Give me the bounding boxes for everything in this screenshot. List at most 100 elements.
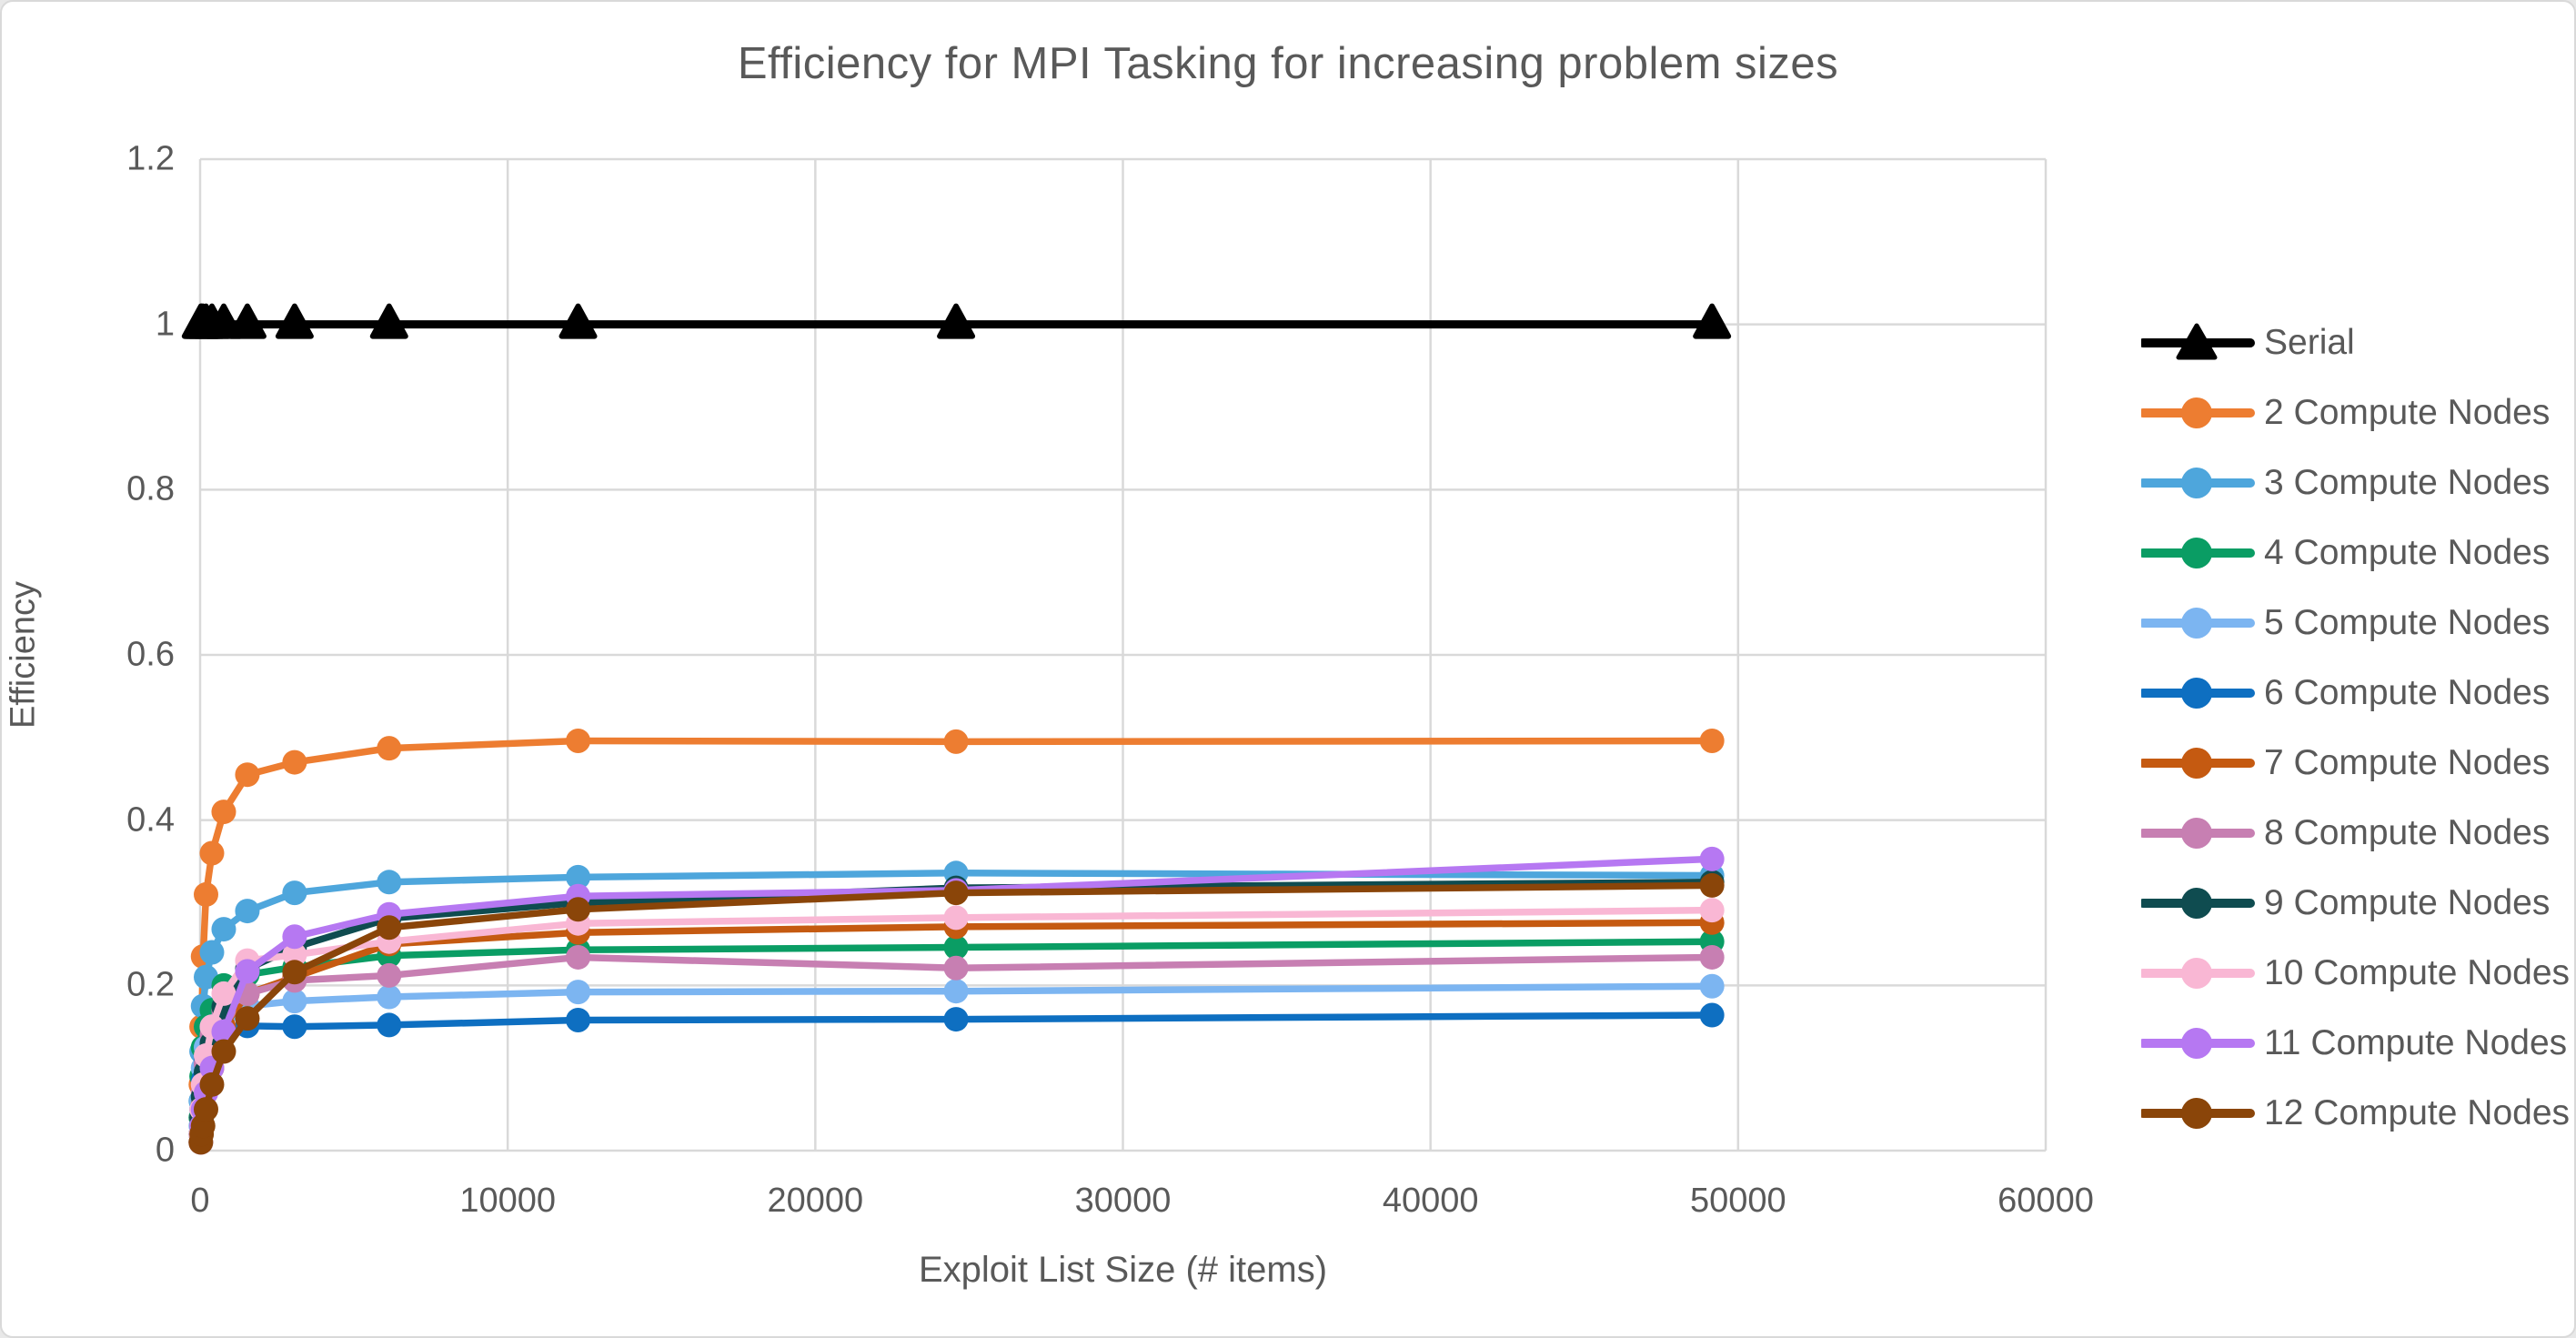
legend-marker-circle-icon (2141, 537, 2255, 568)
legend-marker-triangle-icon (2141, 323, 2255, 359)
legend-label: 5 Compute Nodes (2264, 602, 2551, 642)
data-point-circle (193, 1097, 218, 1122)
data-point-circle (1699, 728, 1725, 753)
data-point-circle (211, 800, 236, 825)
legend-marker-circle-icon (2141, 467, 2255, 498)
data-point-circle (235, 899, 260, 924)
legend-item-serial: Serial (2141, 307, 2570, 377)
x-tick-label: 50000 (1689, 1182, 1786, 1220)
data-point-circle (943, 729, 969, 754)
legend: Serial 2 Compute Nodes 3 Compute Nodes 4 Co… (2141, 307, 2570, 1148)
legend-label: 10 Compute Nodes (2264, 952, 2571, 992)
data-point-circle (1699, 846, 1725, 871)
series-line (197, 1011, 1716, 1138)
data-point-circle (943, 1007, 969, 1032)
data-point-circle (377, 984, 402, 1010)
x-axis-title: Exploit List Size (# items) (918, 1250, 1328, 1290)
gridlines (198, 157, 2048, 1152)
data-point-circle (566, 944, 591, 970)
data-series (181, 303, 1732, 1155)
legend-item-8-compute-nodes: 8 Compute Nodes (2141, 798, 2570, 868)
data-point-circle (235, 959, 260, 984)
data-point-circle (377, 915, 402, 941)
data-point-circle (566, 1007, 591, 1032)
y-tick-label: 0.6 (126, 635, 175, 674)
legend-item-2-compute-nodes: 2 Compute Nodes (2141, 377, 2570, 448)
legend-marker-circle-icon (2141, 607, 2255, 639)
y-tick-label: 0.8 (126, 469, 175, 508)
legend-item-3-compute-nodes: 3 Compute Nodes (2141, 448, 2570, 518)
data-point-circle (199, 940, 225, 965)
legend-label: 2 Compute Nodes (2264, 392, 2551, 432)
legend-label: Serial (2264, 322, 2355, 362)
data-point-triangle (558, 303, 598, 339)
data-point-circle (282, 960, 307, 985)
legend-label: 12 Compute Nodes (2264, 1092, 2571, 1132)
legend-item-6-compute-nodes: 6 Compute Nodes (2141, 658, 2570, 728)
legend-item-10-compute-nodes: 10 Compute Nodes (2141, 938, 2570, 1008)
x-tick-label: 20000 (767, 1182, 864, 1220)
data-point-circle (943, 935, 969, 961)
data-point-triangle (1693, 303, 1732, 339)
x-tick-label: 0 (190, 1182, 210, 1220)
data-point-circle (235, 762, 260, 788)
legend-marker-circle-icon (2141, 1097, 2255, 1129)
legend-marker-circle-icon (2141, 397, 2255, 428)
legend-label: 11 Compute Nodes (2264, 1022, 2568, 1062)
data-point-circle (1699, 898, 1725, 923)
y-tick-label: 0.2 (126, 965, 175, 1004)
legend-marker-circle-icon (2141, 677, 2255, 709)
legend-item-12-compute-nodes: 12 Compute Nodes (2141, 1078, 2570, 1148)
legend-marker-circle-icon (2141, 817, 2255, 849)
data-point-circle (377, 962, 402, 988)
legend-item-7-compute-nodes: 7 Compute Nodes (2141, 728, 2570, 798)
legend-label: 9 Compute Nodes (2264, 882, 2551, 922)
data-point-triangle (275, 303, 314, 339)
data-point-circle (943, 979, 969, 1004)
legend-item-11-compute-nodes: 11 Compute Nodes (2141, 1008, 2570, 1078)
x-tick-label: 60000 (1997, 1182, 2094, 1220)
legend-marker-circle-icon (2141, 957, 2255, 989)
data-point-circle (211, 1039, 236, 1064)
data-point-circle (566, 864, 591, 890)
legend-label: 8 Compute Nodes (2264, 812, 2551, 852)
legend-item-5-compute-nodes: 5 Compute Nodes (2141, 588, 2570, 658)
data-point-circle (1699, 872, 1725, 898)
data-point-circle (377, 870, 402, 895)
legend-label: 3 Compute Nodes (2264, 462, 2551, 502)
chart-title: Efficiency for MPI Tasking for increasin… (737, 39, 1839, 88)
data-point-circle (943, 880, 969, 906)
legend-label: 6 Compute Nodes (2264, 672, 2551, 712)
data-point-triangle (227, 303, 267, 339)
data-point-circle (566, 980, 591, 1005)
x-tick-label: 40000 (1382, 1182, 1479, 1220)
y-tick-label: 1.2 (126, 139, 175, 178)
data-point-triangle (937, 303, 976, 339)
legend-marker-circle-icon (2141, 747, 2255, 779)
data-point-circle (1699, 1002, 1725, 1028)
data-point-triangle (369, 303, 408, 339)
legend-label: 7 Compute Nodes (2264, 742, 2551, 782)
data-point-triangle (204, 303, 243, 339)
data-point-circle (282, 989, 307, 1014)
data-point-circle (211, 981, 236, 1006)
legend-item-4-compute-nodes: 4 Compute Nodes (2141, 518, 2570, 588)
data-point-circle (1699, 944, 1725, 970)
data-point-circle (193, 881, 218, 907)
data-point-circle (235, 1006, 260, 1031)
y-tick-label: 0.4 (126, 800, 175, 840)
data-point-circle (943, 955, 969, 981)
data-point-circle (943, 905, 969, 931)
data-point-circle (282, 1014, 307, 1040)
legend-item-9-compute-nodes: 9 Compute Nodes (2141, 868, 2570, 938)
data-point-circle (377, 1012, 402, 1038)
data-point-circle (282, 924, 307, 950)
data-point-circle (282, 749, 307, 775)
data-point-circle (199, 1071, 225, 1097)
data-point-circle (282, 880, 307, 906)
y-tick-label: 0 (155, 1131, 175, 1170)
y-tick-label: 1 (155, 305, 175, 344)
data-point-circle (377, 736, 402, 761)
